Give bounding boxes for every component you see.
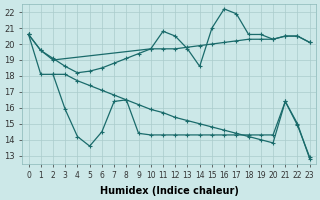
X-axis label: Humidex (Indice chaleur): Humidex (Indice chaleur) [100,186,239,196]
